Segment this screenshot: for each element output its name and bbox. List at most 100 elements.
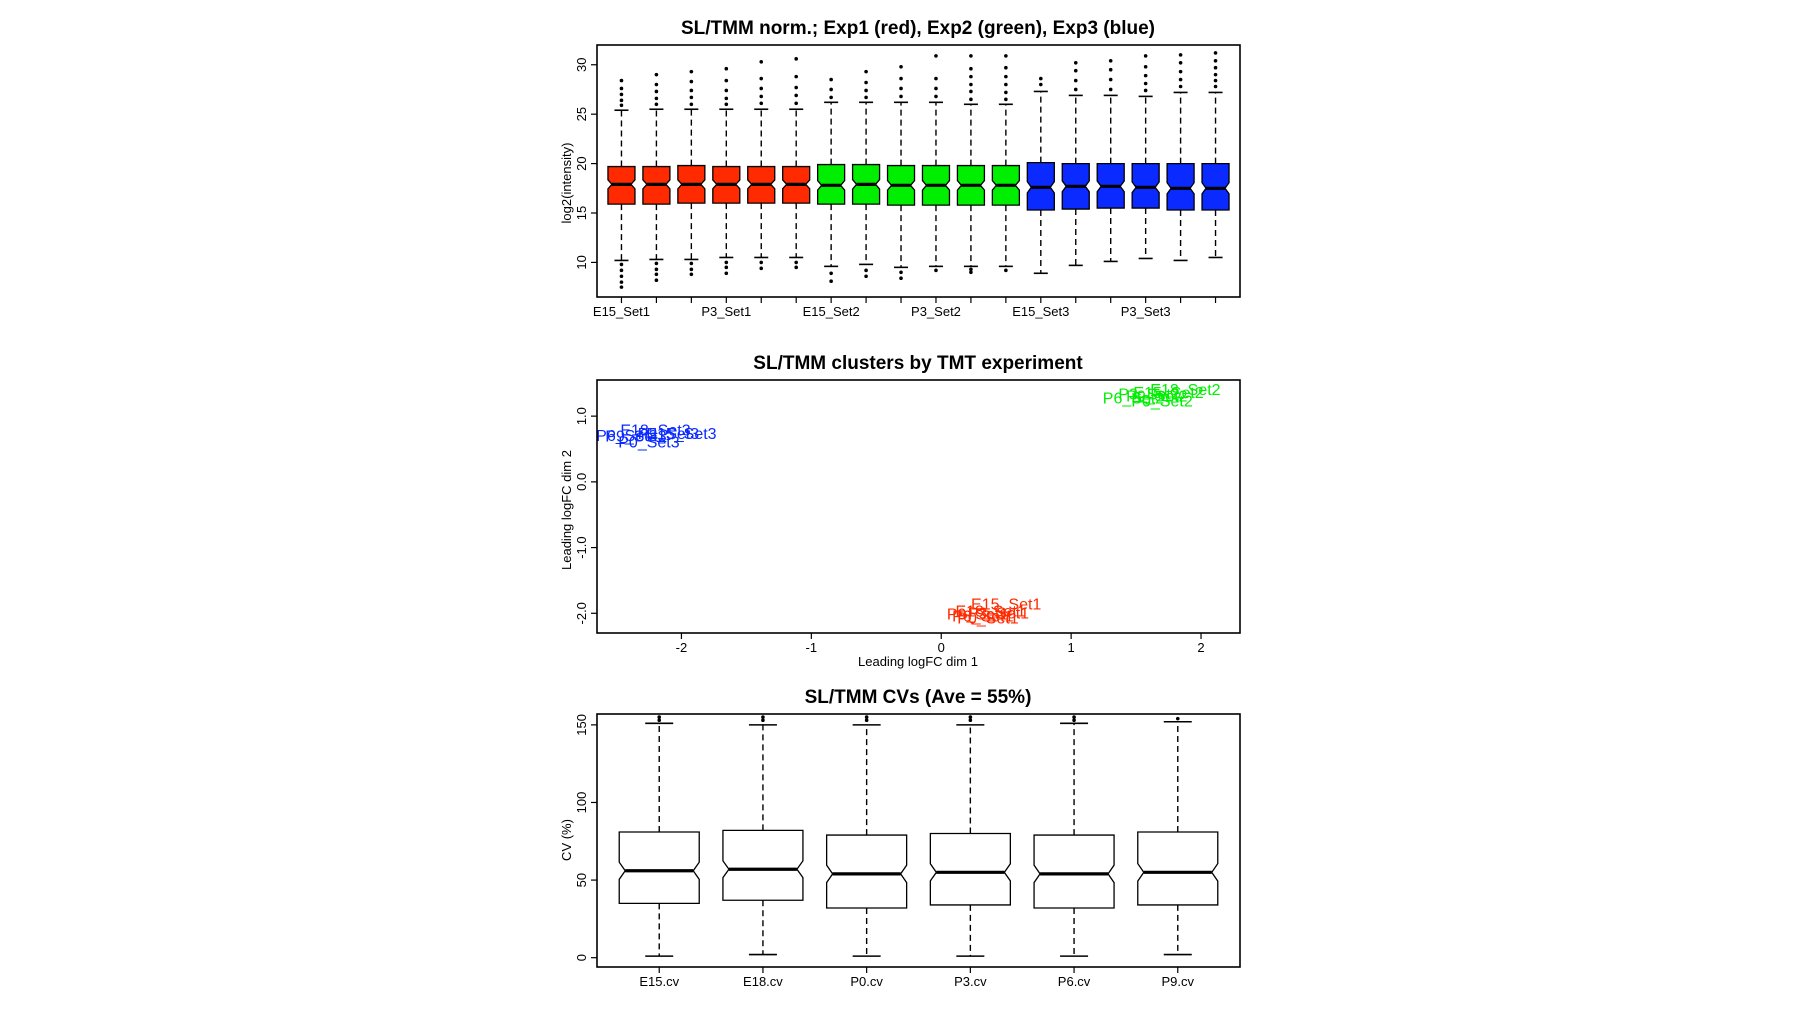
intensity-outlier <box>969 97 973 102</box>
cv-y-tick-label: 150 <box>574 714 589 736</box>
mds-points: -2 -1 0 1 2-2.0-1.00.01.0E18_Set3P3_Set3E15_… <box>574 382 1221 655</box>
cv-box <box>618 831 700 905</box>
cv-x-tick-label: P0.cv <box>850 974 883 989</box>
cv-x-tick-label: P9.cv <box>1162 974 1195 989</box>
intensity-outlier <box>934 268 938 273</box>
cv-outlier <box>864 718 869 723</box>
intensity-outlier <box>1108 87 1113 92</box>
intensity-outlier <box>1143 81 1148 86</box>
intensity-outlier <box>1178 77 1183 82</box>
mds-point-label: E15_Set2 <box>1133 385 1203 402</box>
mds-point-label: P0_Set3 <box>618 434 679 451</box>
intensity-outlier <box>864 95 868 100</box>
intensity-x-tick-label: E15_Set2 <box>803 304 860 319</box>
intensity-y-tick-label: 20 <box>574 156 589 170</box>
intensity-outlier <box>1143 88 1148 93</box>
cv-outlier <box>1175 716 1180 721</box>
cv-box <box>722 829 804 901</box>
intensity-outlier <box>759 76 764 81</box>
intensity-outlier <box>934 76 938 81</box>
intensity-outlier <box>689 102 694 107</box>
mds-point-label: P6_Set3 <box>596 428 657 445</box>
intensity-outlier <box>654 72 659 77</box>
intensity-outlier <box>969 74 973 79</box>
intensity-outlier <box>1108 59 1113 63</box>
cv-box <box>825 834 908 909</box>
intensity-x-tick-label: P3_Set1 <box>701 304 751 319</box>
mds-scatter-panel: SL/TMM clusters by TMT experiment Leadin… <box>559 353 1241 669</box>
intensity-outlier <box>829 77 833 82</box>
intensity-outlier <box>724 102 729 107</box>
cv-outlier <box>1072 718 1076 723</box>
cv-outlier <box>761 715 765 719</box>
intensity-outlier <box>1004 97 1008 102</box>
intensity-y-tick-label: 15 <box>574 206 589 220</box>
intensity-outlier <box>864 268 868 273</box>
intensity-outlier <box>689 95 694 100</box>
cv-box <box>1137 831 1219 906</box>
mds-point-label: P3_Set2 <box>1118 386 1179 403</box>
intensity-outlier <box>899 86 903 91</box>
cv-y-axis-label: CV (%) <box>559 819 574 861</box>
mds-point-label: P9_Set1 <box>947 607 1008 624</box>
mds-y-tick-label: -1.0 <box>574 536 589 558</box>
intensity-outlier <box>794 265 798 270</box>
cv-x-tick-label: P6.cv <box>1058 974 1091 989</box>
intensity-outlier <box>759 101 764 106</box>
intensity-outlier <box>1178 60 1183 65</box>
intensity-outlier <box>899 76 903 81</box>
cv-y-tick-label: 0 <box>574 954 589 961</box>
mds-chart-title: SL/TMM clusters by TMT experiment <box>753 353 1083 374</box>
intensity-outlier <box>1213 51 1218 55</box>
intensity-outlier <box>1178 53 1183 57</box>
intensity-outlier <box>829 87 833 92</box>
intensity-outlier <box>1004 90 1008 95</box>
mds-x-tick-label: 0 <box>938 640 945 655</box>
intensity-outlier <box>1178 69 1183 74</box>
intensity-outlier <box>654 261 659 266</box>
intensity-outlier <box>1213 65 1218 70</box>
intensity-outlier <box>1213 84 1218 89</box>
cv-outlier <box>657 715 662 719</box>
mds-point-label: E18_Set1 <box>955 603 1025 620</box>
cv-x-tick-label: P3.cv <box>954 974 987 989</box>
intensity-outlier <box>1143 73 1148 78</box>
intensity-outlier <box>1143 64 1148 69</box>
intensity-outlier <box>969 54 973 58</box>
mds-point-label: P3_Set3 <box>638 426 699 443</box>
intensity-outlier <box>1213 59 1218 63</box>
intensity-outlier <box>1004 268 1008 273</box>
intensity-outlier <box>759 60 764 64</box>
intensity-y-axis-label: log2(intensity) <box>559 143 574 224</box>
cv-outlier <box>968 718 973 723</box>
cv-outlier <box>864 715 869 719</box>
intensity-outlier <box>1073 78 1078 83</box>
intensity-outlier <box>619 92 624 97</box>
cv-box <box>1033 834 1115 909</box>
intensity-outlier <box>759 266 764 271</box>
intensity-outlier <box>899 64 903 69</box>
intensity-outlier <box>864 88 868 93</box>
mds-point-label: P6_Set2 <box>1103 390 1164 407</box>
cv-outlier <box>1072 715 1076 719</box>
intensity-outlier <box>689 267 694 272</box>
intensity-outlier <box>654 278 659 283</box>
intensity-outlier <box>899 94 903 99</box>
intensity-outlier <box>1039 76 1043 81</box>
cv-box <box>929 832 1012 906</box>
intensity-outlier <box>794 85 798 90</box>
intensity-outlier <box>1039 82 1043 87</box>
intensity-outlier <box>1004 82 1008 87</box>
cv-y-tick-label: 100 <box>574 792 589 814</box>
intensity-outlier <box>1004 74 1008 79</box>
intensity-outlier <box>759 86 764 91</box>
intensity-x-tick-label: E15_Set3 <box>1012 304 1069 319</box>
intensity-outlier <box>829 271 833 276</box>
cv-x-tick-label: E18.cv <box>743 974 783 989</box>
mds-point-label: E18_Set3 <box>620 423 690 440</box>
intensity-outlier <box>1004 54 1008 58</box>
intensity-outlier <box>689 261 694 266</box>
cv-y-tick-label: 50 <box>574 873 589 887</box>
intensity-outlier <box>829 279 833 283</box>
